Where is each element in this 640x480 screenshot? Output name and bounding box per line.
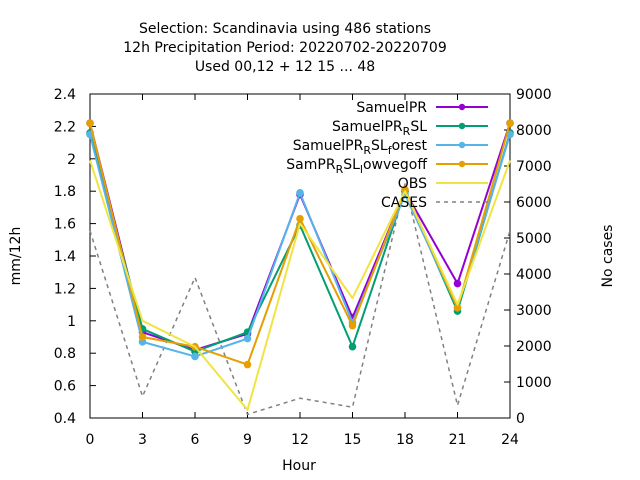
- legend-label-part: R: [363, 144, 371, 157]
- legend-label-part: f: [388, 144, 393, 157]
- y-axis-ticks: 0.4 0.6 0.8 1 1.2 1.4 1.6 1.8 2 2.2 2.4: [54, 87, 96, 427]
- data-point: [348, 342, 357, 351]
- x-tick-label: 6: [191, 432, 200, 448]
- data-point: [243, 360, 252, 369]
- legend-label-part: owvegoff: [363, 157, 427, 173]
- data-point: [453, 279, 462, 288]
- y2-tick-label: 7000: [516, 159, 552, 175]
- x-axis-ticks: 0 3 6 9 12 15 18 21 24: [86, 94, 519, 448]
- data-point: [296, 214, 304, 223]
- legend-label-part: R: [336, 163, 344, 176]
- x-tick-label: 24: [501, 432, 519, 448]
- data-point: [243, 334, 252, 343]
- series-layer: [86, 119, 514, 416]
- x-tick-label: 12: [291, 432, 309, 448]
- legend-sample-marker: [458, 103, 466, 111]
- y-tick-label: 1.6: [54, 217, 76, 233]
- x-tick-label: 9: [243, 432, 252, 448]
- legend-label: CASES: [381, 195, 427, 211]
- title-line-2: 12h Precipitation Period: 20220702-20220…: [123, 40, 446, 56]
- series-line: [89, 183, 511, 416]
- y2-tick-label: 3000: [516, 303, 552, 319]
- x-tick-label: 0: [86, 432, 95, 448]
- y2-axis-ticks: 0 1000 2000 3000 4000 5000 6000 7000 8000 9000: [504, 87, 552, 427]
- legend-label: SamuelPRRSLforest: [293, 138, 428, 157]
- legend-sample-marker: [458, 141, 466, 149]
- legend-sample-marker: [458, 160, 466, 168]
- legend-label-part: SL: [371, 138, 388, 154]
- y2-tick-label: 4000: [516, 267, 552, 283]
- legend: SamuelPRSamuelPRRSLSamuelPRRSLforestSamP…: [286, 100, 488, 211]
- legend-label: SamPRRSLlowvegoff: [286, 157, 427, 176]
- legend-label-part: SamPR: [286, 157, 336, 173]
- y-tick-label: 2.4: [54, 87, 76, 103]
- y-tick-label: 1: [67, 314, 76, 330]
- legend-label: SamuelPR: [356, 100, 427, 116]
- x-tick-label: 21: [449, 432, 467, 448]
- legend-sample-marker: [458, 122, 466, 130]
- chart-title: Selection: Scandinavia using 486 station…: [123, 21, 446, 75]
- y2-tick-label: 2000: [516, 339, 552, 355]
- series-line: [89, 160, 511, 411]
- legend-label: OBS: [398, 176, 427, 192]
- y2-tick-label: 1000: [516, 375, 552, 391]
- y-tick-label: 2: [67, 152, 76, 168]
- y-tick-label: 1.2: [54, 281, 76, 297]
- x-axis-label: Hour: [282, 458, 316, 474]
- y-tick-label: 1.4: [54, 249, 76, 265]
- legend-label-part: SamuelPR: [332, 119, 403, 135]
- y-tick-label: 0.8: [54, 346, 76, 362]
- legend-label-part: l: [360, 163, 363, 176]
- y2-tick-label: 0: [516, 411, 525, 427]
- y-tick-label: 2.2: [54, 119, 76, 135]
- y-tick-label: 0.6: [54, 379, 76, 395]
- x-tick-label: 3: [138, 432, 147, 448]
- y2-tick-label: 9000: [516, 87, 552, 103]
- legend-label-part: orest: [392, 138, 428, 154]
- data-point: [191, 352, 199, 361]
- data-point: [506, 119, 514, 127]
- x-tick-label: 15: [344, 432, 362, 448]
- y2-tick-label: 6000: [516, 195, 552, 211]
- y2-tick-label: 5000: [516, 231, 552, 247]
- legend-label: SamuelPRRSL: [332, 119, 427, 138]
- data-point: [86, 119, 94, 127]
- y2-tick-label: 8000: [516, 123, 552, 139]
- y-tick-label: 1.8: [54, 184, 76, 200]
- data-point: [348, 321, 357, 330]
- y-tick-label: 0.4: [54, 411, 76, 427]
- legend-label-part: OBS: [398, 176, 427, 192]
- x-tick-label: 18: [396, 432, 414, 448]
- data-point: [138, 333, 147, 341]
- y2-axis-label: No cases: [600, 225, 616, 288]
- title-line-1: Selection: Scandinavia using 486 station…: [139, 21, 431, 37]
- legend-label-part: SL: [410, 119, 427, 135]
- legend-label-part: SamuelPR: [356, 100, 427, 116]
- legend-label-part: CASES: [381, 195, 427, 211]
- legend-label-part: R: [403, 125, 411, 138]
- data-point: [296, 189, 304, 197]
- title-line-3: Used 00,12 + 12 15 ... 48: [195, 59, 375, 75]
- legend-label-part: SamuelPR: [293, 138, 364, 154]
- legend-label-part: SL: [343, 157, 360, 173]
- y-axis-label: mm/12h: [8, 227, 24, 286]
